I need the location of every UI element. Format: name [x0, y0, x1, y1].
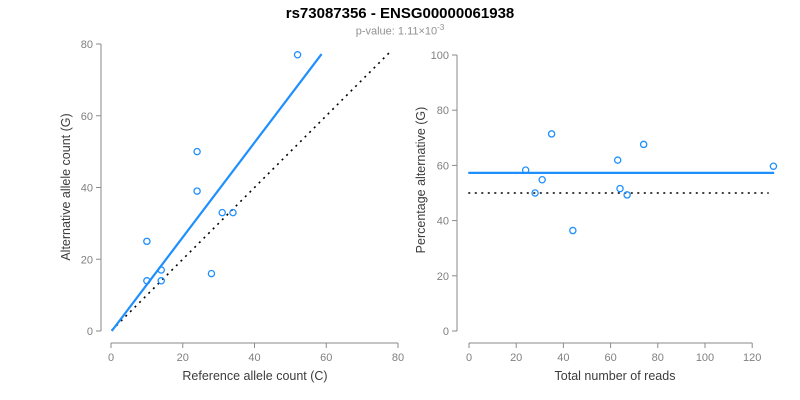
data-point [613, 156, 622, 164]
y-tick-label: 80 [81, 39, 93, 51]
y-tick-label: 0 [443, 326, 449, 338]
y-tick-label: 20 [81, 254, 93, 266]
data-point [616, 184, 624, 193]
x-tick-label: 60 [604, 352, 616, 364]
x-tick-label: 60 [320, 352, 332, 364]
y-tick-label: 20 [437, 271, 449, 283]
y-tick-label: 100 [431, 50, 449, 62]
data-point [157, 266, 165, 274]
y-axis-label-left: Alternative allele count (G) [59, 113, 73, 261]
x-tick-label: 80 [392, 352, 404, 364]
data-point [143, 277, 151, 285]
data-point [538, 176, 546, 184]
data-point [229, 208, 237, 217]
x-tick-label: 100 [696, 352, 714, 364]
x-tick-label: 120 [743, 352, 761, 364]
data-point [623, 191, 631, 199]
left-scatter-plot: 0 20 40 60 80 0 20 40 60 80 [81, 39, 404, 364]
x-tick-label: 80 [652, 352, 664, 364]
data-point [193, 147, 201, 156]
x-tick-label: 20 [510, 352, 522, 364]
y-tick-label: 40 [437, 216, 449, 228]
right-scatter-plot: 0 20 40 60 80 100 0 20 40 60 80 100 120 [431, 50, 778, 364]
data-point [769, 162, 778, 170]
data-point [143, 237, 151, 246]
p-value-subtitle: p-value: 1.11×10-3 [0, 23, 800, 38]
data-point [218, 208, 226, 217]
x-tick-label: 40 [557, 352, 569, 364]
y-tick-label: 80 [437, 105, 449, 117]
data-point [293, 51, 302, 59]
x-axis-label-left: Reference allele count (C) [182, 369, 328, 383]
data-point [157, 277, 165, 285]
y-axis-label-right: Percentage alternative (G) [414, 106, 428, 254]
y-tick-label: 60 [437, 160, 449, 172]
data-point [193, 187, 201, 195]
x-axis-label-right: Total number of reads [554, 369, 676, 383]
y-tick-label: 60 [81, 111, 93, 123]
x-tick-label: 0 [466, 352, 472, 364]
data-point [639, 140, 648, 149]
y-tick-label: 40 [81, 183, 93, 195]
y-tick-label: 0 [87, 326, 93, 338]
data-point [521, 166, 530, 174]
data-point [531, 189, 539, 197]
regression-line [110, 53, 323, 332]
chart-title: rs73087356 - ENSG00000061938 [285, 5, 515, 22]
data-point [207, 269, 216, 278]
x-tick-label: 40 [248, 352, 260, 364]
p-value-exponent: -3 [437, 23, 445, 32]
p-value-text: p-value: 1.11×10 [355, 25, 438, 38]
data-point [547, 130, 556, 138]
x-tick-label: 20 [177, 352, 189, 364]
identity-line [111, 49, 393, 331]
data-point [569, 226, 577, 235]
x-tick-label: 0 [108, 352, 114, 364]
